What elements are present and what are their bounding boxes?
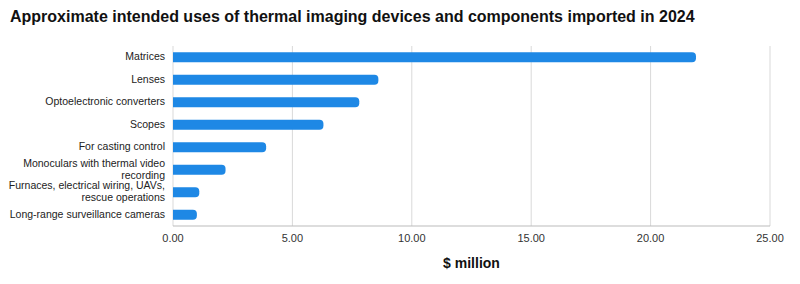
- svg-text:Monoculars with thermal videor: Monoculars with thermal videorecording: [23, 157, 165, 181]
- svg-text:10.00: 10.00: [398, 232, 426, 244]
- svg-text:For casting control: For casting control: [79, 140, 165, 152]
- svg-text:Scopes: Scopes: [130, 118, 165, 130]
- svg-text:$ million: $ million: [443, 255, 500, 271]
- svg-text:Lenses: Lenses: [131, 73, 165, 85]
- svg-text:Furnaces, electrical wiring, U: Furnaces, electrical wiring, UAVs,rescue…: [9, 179, 165, 203]
- svg-text:Optoelectronic converters: Optoelectronic converters: [45, 95, 165, 107]
- html-text:Approximate intended uses of t: Approximate intended uses of thermal ima…: [10, 8, 695, 25]
- svg-text:15.00: 15.00: [517, 232, 545, 244]
- svg-text:0.00: 0.00: [162, 232, 183, 244]
- svg-text:Matrices: Matrices: [125, 50, 165, 62]
- svg-text:Long-range surveillance camera: Long-range surveillance cameras: [10, 208, 165, 220]
- svg-text:20.00: 20.00: [637, 232, 665, 244]
- svg-text:5.00: 5.00: [282, 232, 303, 244]
- svg-text:25.00: 25.00: [756, 232, 784, 244]
